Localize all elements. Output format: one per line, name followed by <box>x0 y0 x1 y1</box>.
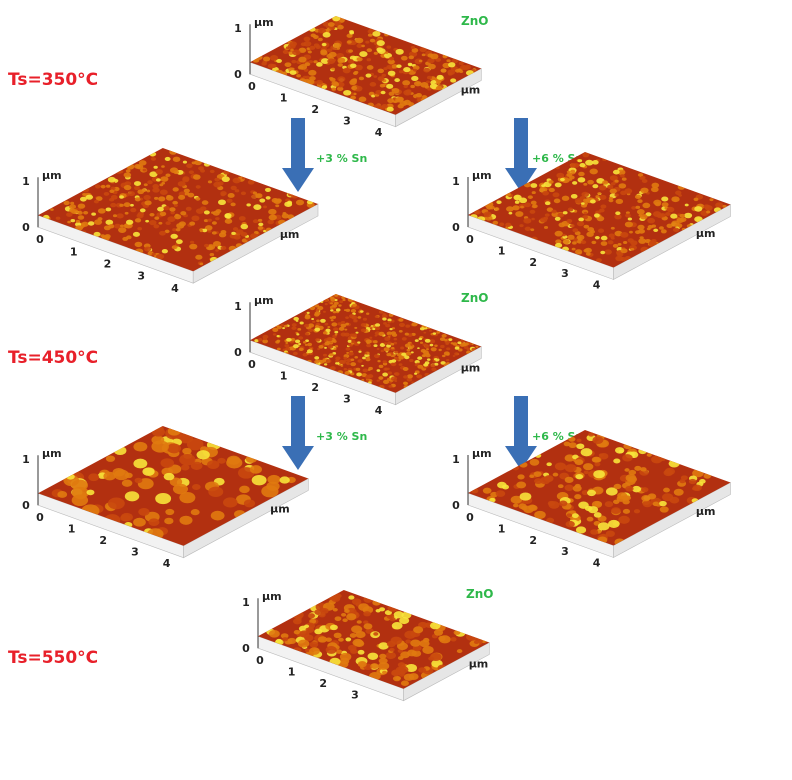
afm-plot-zno-350: 0 1 µm 0 1 2 3 4 µm <box>210 0 551 207</box>
z-tick-label: 1 <box>234 300 242 313</box>
surface-right-side <box>395 67 482 128</box>
z-axis-unit-label: µm <box>262 590 282 603</box>
x-tick-label: 1 <box>288 665 296 678</box>
x-tick-label: 0 <box>248 358 256 371</box>
afm-surface-sn6-350: 0 1 µm 0 1 2 3 4 µm <box>452 152 731 292</box>
z-tick-label: 1 <box>234 22 242 35</box>
x-tick-label: 0 <box>256 654 264 667</box>
surface-grains <box>254 293 479 389</box>
surface-grains <box>470 152 727 263</box>
x-axis-unit-label: µm <box>270 503 290 516</box>
z-tick-label: 0 <box>452 221 460 234</box>
x-tick-label: 4 <box>375 404 383 417</box>
afm-surface-sn3-350: 0 1 µm 0 1 2 3 4 µm <box>22 147 319 295</box>
surface-grains <box>470 432 712 546</box>
afm-surface-zno-350: 0 1 µm 0 1 2 3 4 µm <box>234 15 482 139</box>
surface-grains <box>43 149 315 266</box>
x-tick-label: 2 <box>311 103 319 116</box>
sn3-label-450: +3 % Sn <box>316 430 368 443</box>
x-tick-label: 2 <box>529 534 537 547</box>
z-axis-unit-label: µm <box>254 294 274 307</box>
z-tick-label: 0 <box>452 499 460 512</box>
x-tick-label: 3 <box>561 267 569 280</box>
z-axis-unit-label: µm <box>42 169 62 182</box>
z-tick-label: 1 <box>22 453 30 466</box>
surface-top <box>38 425 309 546</box>
x-tick-label: 4 <box>375 126 383 139</box>
x-axis-unit-label: µm <box>469 657 489 670</box>
z-axis-unit-label: µm <box>254 16 274 29</box>
surface-grains <box>51 425 296 540</box>
x-tick-label: 3 <box>343 392 351 405</box>
sn3-label-350: +3 % Sn <box>316 152 368 165</box>
z-tick-label: 1 <box>452 175 460 188</box>
zno-label-450: ZnO <box>461 291 489 305</box>
x-tick-label: 1 <box>280 369 288 382</box>
down-arrow-icon <box>505 396 537 470</box>
surface-grains <box>252 15 478 112</box>
afm-plot-sn6-350: 0 1 µm 0 1 2 3 4 µm <box>428 112 792 360</box>
zno-label-550: ZnO <box>466 587 494 601</box>
z-tick-label: 0 <box>22 221 30 234</box>
x-tick-label: 4 <box>163 557 171 570</box>
x-tick-label: 3 <box>343 114 351 127</box>
down-arrow-icon <box>282 118 314 192</box>
x-tick-label: 0 <box>36 511 44 524</box>
x-tick-label: 0 <box>248 80 256 93</box>
x-tick-label: 0 <box>36 233 44 246</box>
zno-label-350: ZnO <box>461 14 489 28</box>
x-tick-label: 3 <box>137 270 145 283</box>
surface-right-side <box>395 345 482 405</box>
z-tick-label: 1 <box>242 596 250 609</box>
x-tick-label: 0 <box>466 233 474 246</box>
x-tick-label: 1 <box>68 522 76 535</box>
x-tick-label: 1 <box>498 244 506 257</box>
x-tick-label: 3 <box>351 688 359 701</box>
x-tick-label: 1 <box>498 522 506 535</box>
z-tick-label: 1 <box>22 175 30 188</box>
z-tick-label: 1 <box>452 453 460 466</box>
down-arrow-icon <box>505 118 537 192</box>
x-axis-unit-label: µm <box>280 228 300 241</box>
x-tick-label: 4 <box>593 557 601 570</box>
x-tick-label: 2 <box>319 677 327 690</box>
x-tick-label: 0 <box>466 511 474 524</box>
x-tick-label: 3 <box>131 545 139 558</box>
afm-surface-sn6-450: 0 1 µm 0 1 2 3 4 µm <box>452 430 731 570</box>
temperature-label-550: Ts=550°C <box>8 648 99 668</box>
z-axis-unit-label: µm <box>472 169 492 182</box>
temperature-label-450: Ts=450°C <box>8 348 99 368</box>
x-tick-label: 2 <box>529 256 537 269</box>
down-arrow-icon <box>282 396 314 470</box>
x-tick-label: 1 <box>70 245 78 258</box>
x-axis-unit-label: µm <box>696 505 716 518</box>
z-tick-label: 0 <box>234 68 242 81</box>
x-tick-label: 4 <box>593 279 601 292</box>
x-tick-label: 2 <box>104 257 112 270</box>
x-axis-unit-label: µm <box>461 83 481 96</box>
afm-plot-zno-550: 0 1 µm 0 1 2 3 µm <box>218 550 559 780</box>
x-tick-label: 4 <box>171 282 179 295</box>
x-tick-label: 3 <box>561 545 569 558</box>
afm-surface-zno-450: 0 1 µm 0 1 2 3 4 µm <box>234 293 482 417</box>
x-tick-label: 1 <box>280 91 288 104</box>
x-axis-unit-label: µm <box>696 227 716 240</box>
z-axis-unit-label: µm <box>472 447 492 460</box>
x-axis-unit-label: µm <box>461 361 481 374</box>
x-tick-label: 2 <box>311 381 319 394</box>
z-tick-label: 0 <box>234 346 242 359</box>
z-tick-label: 0 <box>242 642 250 655</box>
x-tick-label: 2 <box>99 534 107 547</box>
afm-surface-sn3-450: 0 1 µm 0 1 2 3 4 µm <box>22 425 309 570</box>
afm-plot-sn3-450: 0 1 µm 0 1 2 3 4 µm <box>0 386 378 638</box>
afm-plot-sn6-450: 0 1 µm 0 1 2 3 4 µm <box>428 390 792 638</box>
afm-plot-sn3-350: 0 1 µm 0 1 2 3 4 µm <box>0 108 388 363</box>
afm-surface-zno-550: 0 1 µm 0 1 2 3 µm <box>242 589 490 701</box>
z-tick-label: 0 <box>22 499 30 512</box>
afm-plot-zno-450: 0 1 µm 0 1 2 3 4 µm <box>210 254 551 485</box>
z-axis-unit-label: µm <box>42 447 62 460</box>
temperature-label-350: Ts=350°C <box>8 70 99 90</box>
